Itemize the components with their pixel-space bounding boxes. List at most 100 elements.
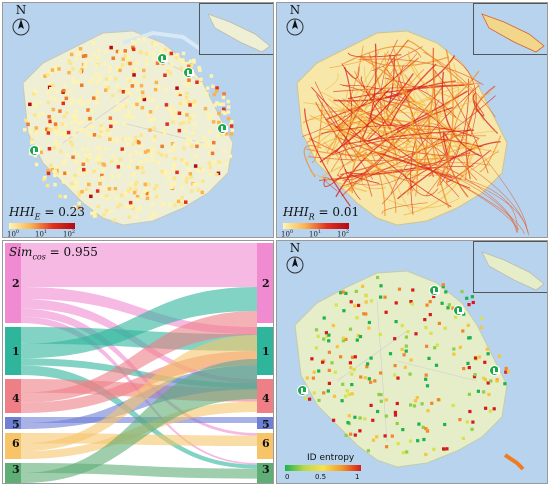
density-cell: [215, 86, 219, 90]
entropy-cell: [339, 355, 343, 359]
density-cell: [170, 142, 175, 146]
density-cell: [171, 120, 175, 124]
density-cell: [77, 167, 81, 172]
entropy-cell: [327, 381, 331, 385]
density-cell: [88, 192, 93, 196]
density-cell: [23, 128, 27, 132]
route-line: [432, 47, 469, 198]
density-cell: [55, 165, 59, 169]
density-cell: [230, 119, 234, 124]
density-cell: [118, 68, 122, 73]
density-cell: [30, 141, 34, 145]
density-cell: [142, 189, 147, 194]
density-cell: [133, 140, 137, 144]
density-cell: [128, 153, 133, 157]
right-node-label: 3: [262, 463, 270, 476]
density-cell: [156, 160, 161, 165]
inset-map: [199, 3, 273, 55]
density-cell: [47, 147, 52, 151]
entropy-cell: [350, 372, 354, 376]
density-cell: [161, 203, 165, 207]
density-cell: [124, 90, 129, 95]
density-cell: [129, 115, 134, 119]
entropy-tick: 0: [285, 473, 290, 481]
entropy-cell: [413, 399, 418, 403]
density-cell: [77, 49, 81, 54]
density-cell: [171, 113, 175, 117]
entropy-cell: [344, 337, 348, 341]
sankey-right-node: [257, 379, 273, 413]
density-cell: [163, 47, 168, 52]
entropy-cell: [458, 418, 462, 422]
density-cell: [163, 172, 167, 176]
density-cell: [125, 61, 130, 65]
density-cell: [45, 73, 50, 77]
entropy-cell: [472, 375, 477, 379]
density-cell: [77, 201, 81, 205]
entropy-cell: [443, 326, 447, 330]
density-cell: [131, 69, 136, 73]
entropy-cell: [327, 333, 331, 337]
route-line: [326, 50, 389, 153]
density-cell: [226, 105, 231, 109]
density-cell: [91, 118, 95, 122]
entropy-tick: 1: [355, 473, 360, 481]
entropy-cell: [417, 422, 421, 426]
density-cell: [92, 169, 96, 174]
density-cell: [139, 83, 144, 88]
sankey-left-node: [5, 463, 21, 483]
entropy-cell: [354, 289, 358, 293]
entropy-cell: [339, 291, 343, 295]
density-cell: [55, 90, 59, 94]
density-cell: [53, 129, 58, 133]
density-cell: [73, 205, 77, 209]
density-cell: [195, 80, 199, 84]
route-line: [405, 105, 423, 154]
entropy-cell: [421, 425, 425, 429]
density-cell: [195, 140, 200, 144]
route-line: [324, 73, 339, 91]
route-line: [453, 57, 477, 137]
density-cell: [173, 116, 178, 120]
route-line: [323, 173, 344, 187]
density-cell: [85, 169, 89, 173]
density-cell: [179, 90, 183, 95]
route-line: [347, 52, 402, 58]
density-cell: [131, 115, 136, 120]
density-cell: [224, 162, 228, 166]
density-cell: [80, 83, 84, 87]
entropy-cell: [384, 414, 388, 418]
density-cell: [203, 106, 208, 111]
density-cell: [125, 203, 129, 207]
entropy-cell: [465, 420, 469, 424]
density-cell: [70, 181, 74, 186]
density-cell: [175, 53, 180, 57]
density-cell: [113, 77, 118, 81]
route-line: [437, 150, 500, 194]
density-cell: [87, 80, 92, 84]
entropy-cell: [356, 334, 360, 338]
route-line: [342, 85, 448, 131]
density-cell: [135, 195, 140, 199]
density-cell: [221, 110, 225, 114]
entropy-cell: [365, 365, 369, 369]
id-entropy-map-panel: N ID entropy 0 0.5 1: [276, 240, 548, 484]
density-cell: [179, 66, 183, 71]
density-cell: [211, 160, 216, 164]
entropy-cell: [406, 330, 410, 334]
density-cell: [71, 186, 76, 190]
density-cell: [63, 195, 67, 199]
entropy-cell: [433, 346, 437, 350]
density-cell: [123, 49, 127, 53]
density-cell: [55, 170, 59, 175]
entropy-cell: [482, 390, 486, 394]
entropy-cell: [504, 370, 508, 374]
entropy-cell: [322, 337, 326, 341]
density-cell: [46, 131, 51, 135]
density-cell: [51, 118, 55, 123]
density-cell: [205, 140, 210, 144]
density-cell: [59, 149, 63, 154]
density-cell: [90, 211, 94, 216]
density-cell: [113, 108, 118, 113]
density-cell: [166, 170, 170, 175]
